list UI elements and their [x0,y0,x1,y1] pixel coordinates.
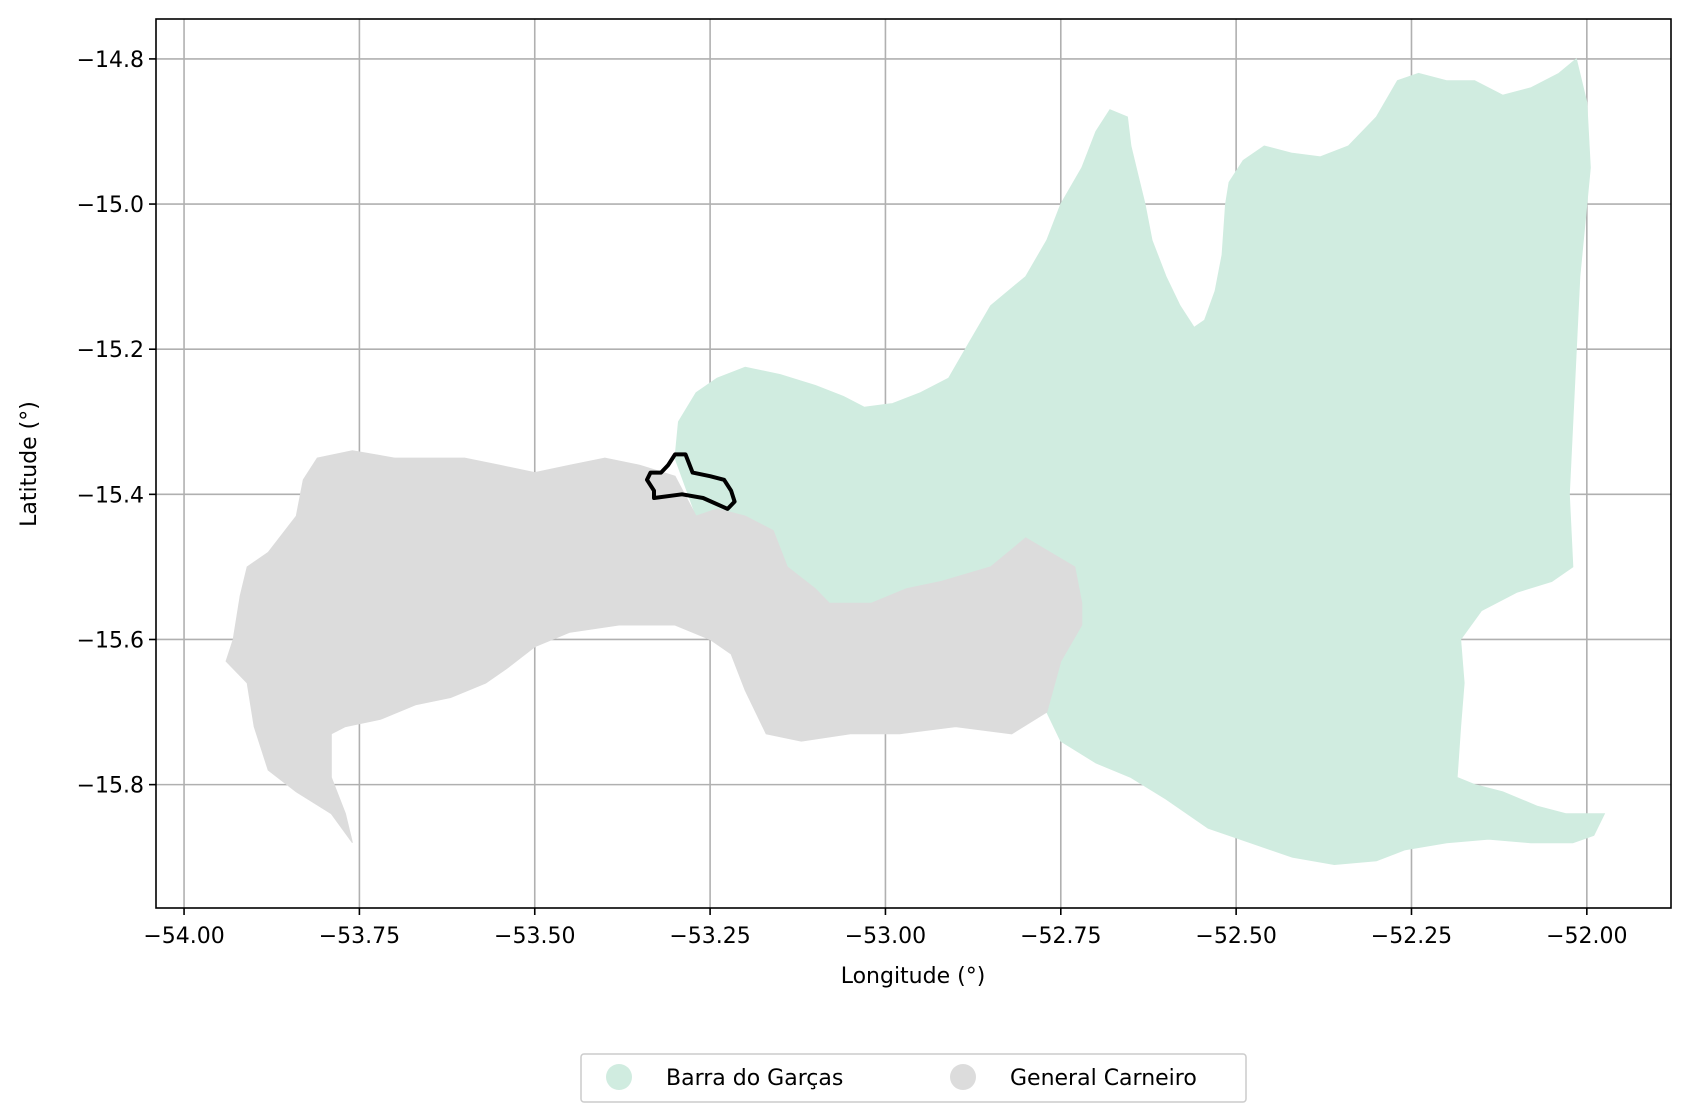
region-barra-do-garcas [674,58,1606,866]
y-tick-label: −15.2 [77,338,144,363]
y-axis-label: Latitude (°) [17,401,42,527]
x-tick-label: −54.00 [143,924,224,949]
y-tick-label: −15.0 [77,193,144,218]
legend-label-barra-do-garcas: Barra do Garças [666,1066,843,1091]
x-tick-label: −52.00 [1546,924,1627,949]
legend-label-general-carneiro: General Carneiro [1010,1066,1197,1091]
x-tick-label: −52.75 [1020,924,1101,949]
x-tick-label: −53.25 [669,924,750,949]
y-tick-label: −15.4 [77,483,144,508]
legend-frame [580,1053,1247,1103]
x-tick-label: −52.50 [1195,924,1276,949]
y-tick-label: −14.8 [77,48,144,73]
x-tick-label: −53.00 [845,924,926,949]
x-axis-label: Longitude (°) [841,964,986,989]
ticks-layer: −54.00 −53.75 −53.50 −53.25 −53.00 −52.75 −52.… [77,48,1628,949]
region-general-carneiro [225,450,1083,843]
regions-layer [225,58,1606,866]
x-tick-label: −53.75 [319,924,400,949]
outline-layer [645,452,737,511]
legend: Barra do Garças General Carneiro [580,1053,1247,1103]
plot-frame [155,18,1672,909]
legend-swatch-barra-do-garcas [606,1064,632,1090]
y-tick-label: −15.8 [77,774,144,799]
x-tick-label: −52.25 [1371,924,1452,949]
boundary-outline [645,452,737,511]
y-tick-label: −15.6 [77,628,144,653]
legend-swatch-general-carneiro [950,1064,976,1090]
x-tick-label: −53.50 [494,924,575,949]
